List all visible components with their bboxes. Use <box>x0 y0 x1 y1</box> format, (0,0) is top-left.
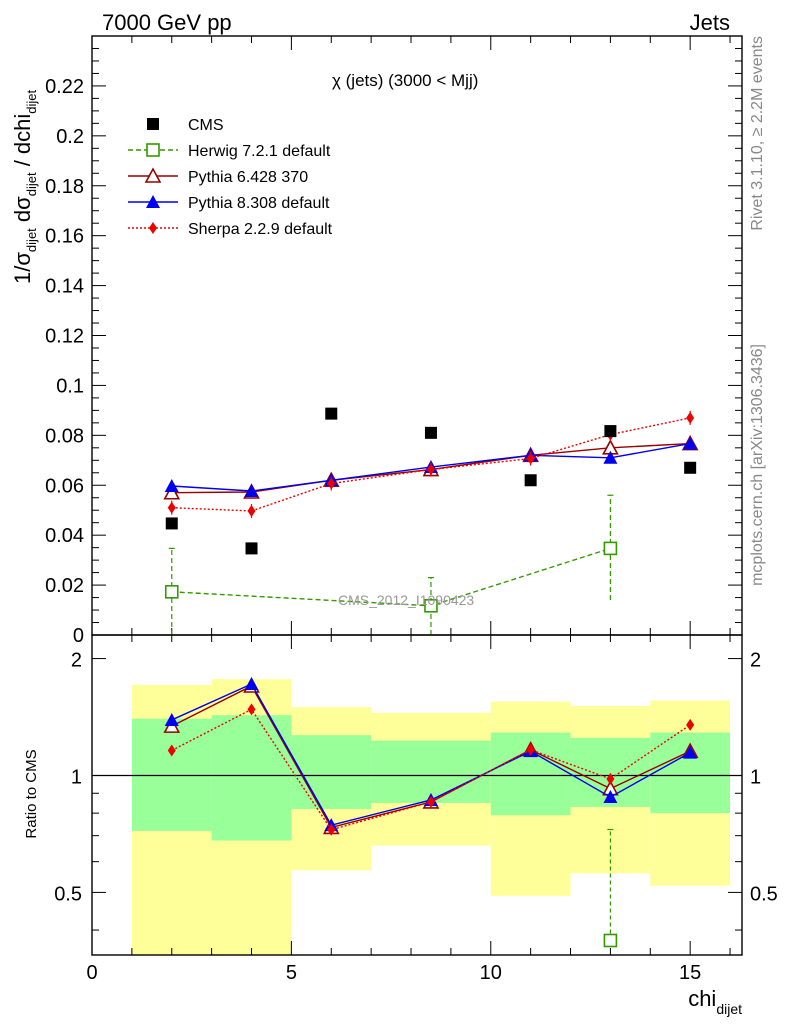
x-axis-label: chidijet <box>688 986 742 1017</box>
ratio-herwig-7-2-1-default-point <box>603 933 618 948</box>
legend-cms-marker <box>147 118 159 130</box>
y-tick-label: 0.04 <box>45 525 84 547</box>
ratio-y-tick-label-right: 2 <box>750 650 761 672</box>
pythia-8-308-default-point <box>603 450 618 464</box>
ratio-sherpa-2-2-9-default-point <box>167 744 176 757</box>
y-tick-label: 0 <box>73 625 84 647</box>
cms-point <box>245 542 258 555</box>
header-left-title: 7000 GeV pp <box>102 10 232 35</box>
ratio-sherpa-2-2-9-default-point <box>526 743 535 756</box>
pythia-8-308-default-point <box>683 436 698 450</box>
side-rivet-label: Rivet 3.1.10, ≥ 2.2M events <box>749 36 766 231</box>
ratio-y-tick-label-right: 1 <box>750 766 761 788</box>
y-tick-label: 0.12 <box>45 326 84 348</box>
stat-uncertainty-band <box>131 718 212 831</box>
ratio-plot-panel: 0.5 0.5 1 1 2 2 0 5 10 15 <box>54 634 778 984</box>
cms-point <box>604 425 617 438</box>
stat-uncertainty-band <box>291 735 372 809</box>
stat-uncertainty-band <box>371 740 491 803</box>
legend-herwig-7-2-1-default-label: Herwig 7.2.1 default <box>188 143 331 160</box>
ratio-sherpa-2-2-9-default-point <box>606 772 615 785</box>
x-tick-label: 10 <box>480 962 502 984</box>
legend-pythia-8-308-default-label: Pythia 8.308 default <box>188 195 330 212</box>
ratio-uncertainty-bands <box>131 679 731 955</box>
y-tick-label: 0.22 <box>45 76 84 98</box>
main-plot-panel: 0 0.02 0.04 0.06 0.08 0.1 0.12 0.14 0.16 0.18 0.2 0… <box>45 35 743 647</box>
ratio-pythia-8-308-default-point <box>244 677 259 691</box>
y-tick-label: 0.1 <box>56 375 84 397</box>
pythia-8-308-default-point <box>164 478 179 492</box>
ratio-pythia-8-308-default-point <box>603 790 618 804</box>
legend-herwig-7-2-1-default-marker <box>146 143 160 157</box>
legend-cms-label: CMS <box>188 117 224 134</box>
ratio-sherpa-2-2-9-default-point <box>686 718 695 731</box>
pythia-6-428-370-point <box>163 484 181 500</box>
ratio-sherpa-2-2-9-default-point <box>247 703 256 716</box>
x-tick-label: 5 <box>286 962 297 984</box>
y-tick-label: 0.06 <box>45 475 84 497</box>
x-tick-label: 0 <box>86 962 97 984</box>
ratio-y-tick-label: 1 <box>71 766 82 788</box>
x-tick-label: 15 <box>679 962 701 984</box>
cms-point <box>424 426 437 439</box>
pythia-8-308-default-point <box>244 483 259 497</box>
ratio-frame <box>91 634 743 956</box>
legend-pythia-6-428-370-label: Pythia 6.428 370 <box>188 169 308 186</box>
main-series-layer <box>163 407 699 635</box>
y-tick-label: 0.18 <box>45 176 84 198</box>
ratio-pythia-8-308-default-point <box>164 712 179 726</box>
y-tick-label: 0.02 <box>45 575 84 597</box>
herwig-7-2-1-default-point <box>424 598 438 613</box>
ratio-sherpa-2-2-9-default-point <box>426 795 435 808</box>
sherpa-2-2-9-default-point <box>247 504 256 517</box>
ratio-y-axis-label: Ratio to CMS <box>23 749 40 838</box>
y-tick-label: 0.2 <box>56 126 84 148</box>
ratio-sherpa-2-2-9-default-point <box>327 823 336 836</box>
legend-pythia-8-308-default-marker <box>146 195 160 208</box>
ratio-pythia-8-308-default-point <box>683 745 698 759</box>
watermark-label: CMS_2012_I1090423 <box>338 592 474 608</box>
legend-sherpa-2-2-9-default-label: Sherpa 2.2.9 default <box>188 221 333 238</box>
ratio-series-layer <box>163 677 699 948</box>
y-tick-label: 0.08 <box>45 425 84 447</box>
ratio-y-tick-label: 2 <box>71 650 82 672</box>
legend: CMS Herwig 7.2.1 default Pythia 6.428 370 P… <box>128 117 333 238</box>
sherpa-2-2-9-default-point <box>327 477 336 490</box>
sherpa-2-2-9-default-point <box>686 411 695 424</box>
header-right-title: Jets <box>690 10 730 35</box>
plot-title: χ (jets) (3000 < Mjj) <box>332 71 478 90</box>
ratio-axes: 0.5 0.5 1 1 2 2 0 5 10 15 <box>54 634 778 984</box>
legend-pythia-6-428-370-marker <box>144 167 162 183</box>
y-tick-label: 0.16 <box>45 226 84 248</box>
herwig-7-2-1-default-point <box>164 585 179 599</box>
y-tick-label: 0.14 <box>45 276 84 298</box>
cms-point <box>325 407 338 420</box>
side-mcplots-label: mcplots.cern.ch [arXiv:1306.3436] <box>749 344 766 586</box>
sherpa-2-2-9-default-point <box>526 452 535 465</box>
sherpa-2-2-9-default-point <box>426 463 435 476</box>
cms-point <box>524 474 537 487</box>
ratio-y-tick-label-right: 0.5 <box>750 883 778 905</box>
stat-uncertainty-band <box>211 715 292 841</box>
herwig-7-2-1-default-point <box>603 541 618 556</box>
cms-point <box>684 461 697 474</box>
sherpa-2-2-9-default-point <box>167 501 176 514</box>
cms-point <box>165 517 178 530</box>
ratio-y-tick-label: 0.5 <box>54 883 82 905</box>
legend-sherpa-2-2-9-default-marker <box>149 222 157 234</box>
main-y-axis-label: 1/σdijet dσdijet / dchidijet <box>10 89 39 284</box>
